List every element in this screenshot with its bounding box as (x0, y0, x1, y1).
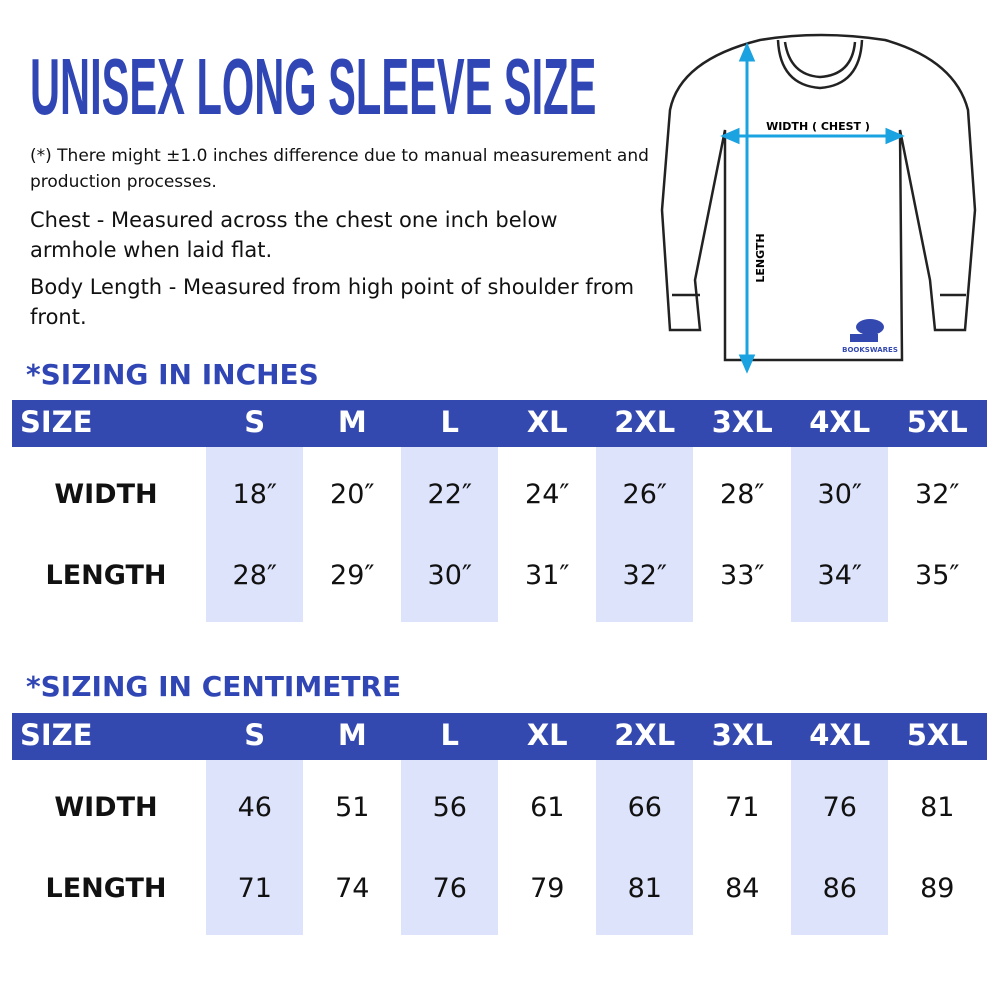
table-cell: 31″ (525, 560, 570, 591)
row-label-width: WIDTH (54, 792, 158, 823)
table-cell: 24″ (525, 479, 570, 510)
column-shade (206, 447, 303, 622)
size-header: SIZE (20, 718, 93, 752)
row-label-length: LENGTH (45, 560, 167, 591)
table-cell: 46 (237, 792, 272, 823)
table-cell: 84 (725, 873, 760, 904)
long-sleeve-shirt-diagram: WIDTH ( CHEST ) LENGTH BOOKSWARES (660, 33, 977, 374)
column-shade (401, 760, 498, 935)
row-label-width: WIDTH (54, 479, 158, 510)
brand-label: BOOKSWARES (842, 346, 898, 354)
table-cell: 89 (920, 873, 955, 904)
table-cell: 81 (627, 873, 662, 904)
size-header-5xl: 5XL (906, 718, 968, 752)
table-cell: 71 (237, 873, 272, 904)
size-header-3xl: 3XL (711, 405, 773, 439)
inches-table: SIZE S M L XL 2XL 3XL 4XL 5XL WIDTH 18″ 20″ 22″ 24″ 26… (12, 400, 987, 622)
table-cell: 28″ (720, 479, 765, 510)
size-header-3xl: 3XL (711, 718, 773, 752)
column-shade (791, 447, 888, 622)
bookswares-logo-icon (850, 319, 884, 342)
table-cell: 74 (335, 873, 370, 904)
column-shade (401, 447, 498, 622)
chest-note: Chest - Measured across the chest one in… (30, 208, 558, 262)
length-note: Body Length - Measured from high point o… (30, 275, 635, 329)
size-header-m: M (337, 405, 367, 439)
cm-table: SIZE S M L XL 2XL 3XL 4XL 5XL WIDTH 46 51 56 61 66 71 76… (12, 713, 987, 940)
table-cell: 30″ (427, 560, 472, 591)
table-cell: 51 (335, 792, 370, 823)
table-cell: 56 (432, 792, 467, 823)
size-header-5xl: 5XL (906, 405, 968, 439)
row-label-length: LENGTH (45, 873, 167, 904)
table-cell: 34″ (817, 560, 862, 591)
size-header-xl: XL (526, 718, 568, 752)
size-header-4xl: 4XL (809, 405, 871, 439)
size-header: SIZE (20, 405, 93, 439)
table-cell: 61 (530, 792, 565, 823)
inches-heading: *SIZING IN INCHES (26, 358, 319, 391)
size-header-l: L (440, 405, 459, 439)
table-cell: 22″ (427, 479, 472, 510)
size-header-s: S (244, 405, 266, 439)
table-cell: 32″ (622, 560, 667, 591)
table-cell: 29″ (330, 560, 375, 591)
size-header-l: L (440, 718, 459, 752)
size-header-s: S (244, 718, 266, 752)
table-cell: 76 (432, 873, 467, 904)
column-shade (206, 760, 303, 935)
table-cell: 79 (530, 873, 565, 904)
table-cell: 26″ (622, 479, 667, 510)
table-cell: 66 (627, 792, 662, 823)
size-header-2xl: 2XL (614, 405, 676, 439)
table-cell: 28″ (232, 560, 277, 591)
measurement-arrows (720, 42, 905, 374)
column-shade (791, 760, 888, 935)
table-header (12, 713, 987, 760)
length-diagram-label: LENGTH (754, 233, 767, 282)
page-title: UNISEX LONG SLEEVE SIZE (30, 42, 597, 131)
cm-heading: *SIZING IN CENTIMETRE (26, 670, 402, 703)
table-cell: 76 (822, 792, 857, 823)
width-chest-label: WIDTH ( CHEST ) (766, 120, 870, 133)
table-cell: 35″ (915, 560, 960, 591)
size-header-xl: XL (526, 405, 568, 439)
table-cell: 18″ (232, 479, 277, 510)
size-header-m: M (337, 718, 367, 752)
table-cell: 32″ (915, 479, 960, 510)
table-cell: 86 (822, 873, 857, 904)
table-cell: 71 (725, 792, 760, 823)
table-cell: 81 (920, 792, 955, 823)
column-shade (596, 447, 693, 622)
tolerance-note: (*) There might ±1.0 inches difference d… (30, 146, 649, 192)
size-header-4xl: 4XL (809, 718, 871, 752)
column-shade (596, 760, 693, 935)
table-cell: 33″ (720, 560, 765, 591)
table-cell: 30″ (817, 479, 862, 510)
size-header-2xl: 2XL (614, 718, 676, 752)
table-cell: 20″ (330, 479, 375, 510)
table-header (12, 400, 987, 447)
